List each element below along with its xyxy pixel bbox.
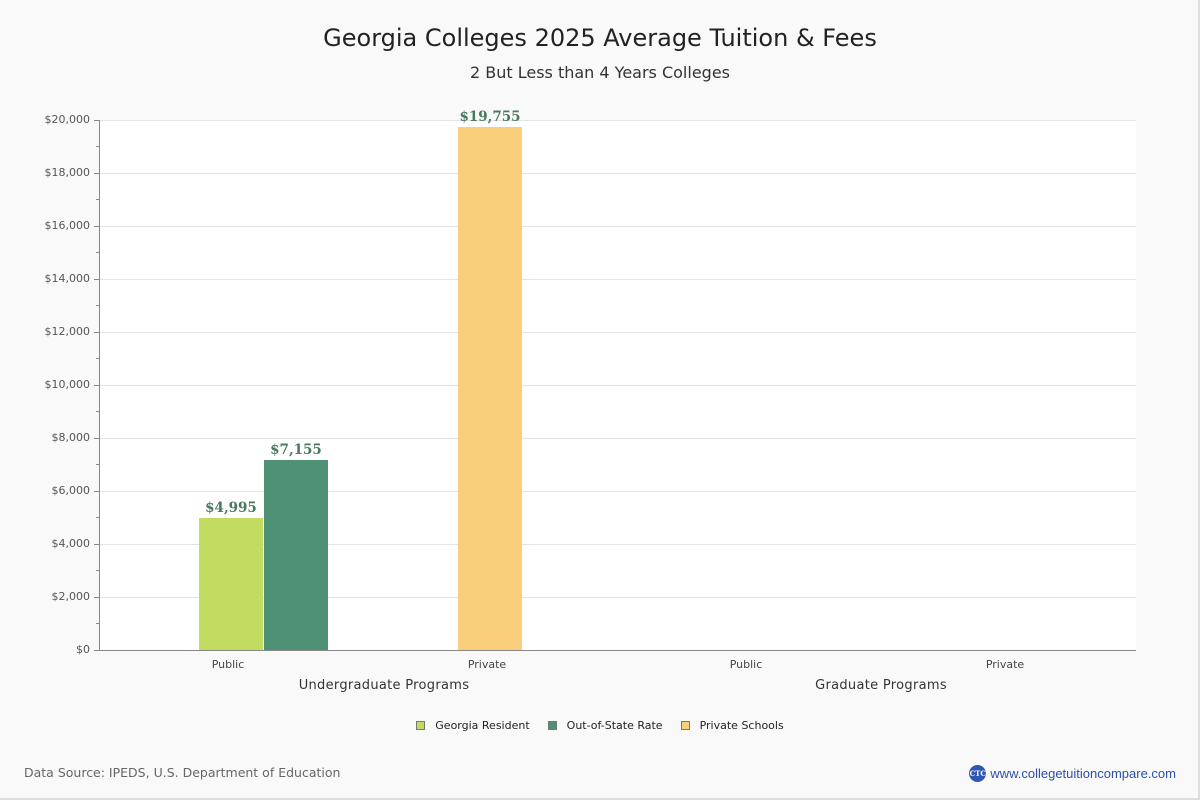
y-tick-minor <box>96 358 99 359</box>
y-tick <box>94 544 99 545</box>
gridline <box>100 438 1136 439</box>
brand-url: www.collegetuitioncompare.com <box>990 766 1176 781</box>
y-tick-minor <box>96 199 99 200</box>
y-tick-label: $6,000 <box>51 484 91 497</box>
legend-item-private-schools[interactable]: Private Schools <box>680 719 784 732</box>
gridline <box>100 385 1136 386</box>
bar-ug-private[interactable] <box>458 127 522 650</box>
legend: Georgia Resident Out-of-State Rate Priva… <box>0 719 1200 732</box>
y-tick <box>94 173 99 174</box>
y-tick <box>94 120 99 121</box>
gridline <box>100 226 1136 227</box>
y-tick-minor <box>96 517 99 518</box>
y-tick-label: $2,000 <box>51 590 91 603</box>
y-tick-label: $18,000 <box>44 166 91 179</box>
legend-swatch-icon <box>547 721 557 730</box>
bar-ug-public-outofstate[interactable] <box>264 460 328 650</box>
y-tick-label: $0 <box>76 643 90 656</box>
legend-label: Out-of-State Rate <box>566 719 663 732</box>
x-axis-line <box>99 650 1136 651</box>
chart-subtitle: 2 But Less than 4 Years Colleges <box>469 63 730 82</box>
y-tick-minor <box>96 623 99 624</box>
legend-item-georgia-resident[interactable]: Georgia Resident <box>416 719 530 732</box>
bar-value-label: $19,755 <box>459 109 521 125</box>
legend-swatch-icon <box>680 721 690 730</box>
data-source-note: Data Source: IPEDS, U.S. Department of E… <box>24 765 341 780</box>
y-tick-label: $20,000 <box>44 113 91 126</box>
ctc-logo-icon: CTC <box>969 765 987 782</box>
gridline <box>100 120 1136 121</box>
legend-label: Private Schools <box>699 719 784 732</box>
gridline <box>100 173 1136 174</box>
gridline <box>100 544 1136 545</box>
y-tick-label: $8,000 <box>51 431 91 444</box>
bar-value-label: $4,995 <box>205 500 257 516</box>
y-tick <box>94 438 99 439</box>
x-category-label: Private <box>467 658 507 671</box>
gridline <box>100 491 1136 492</box>
x-group-label-graduate: Graduate Programs <box>815 678 947 693</box>
x-category-label: Public <box>729 658 763 671</box>
y-tick-label: $16,000 <box>44 219 91 232</box>
y-tick <box>94 226 99 227</box>
y-tick <box>94 650 99 651</box>
y-tick <box>94 279 99 280</box>
x-group-label-undergraduate: Undergraduate Programs <box>298 678 470 693</box>
y-tick <box>94 597 99 598</box>
bar-value-label: $7,155 <box>270 442 322 458</box>
y-tick-minor <box>96 464 99 465</box>
legend-item-out-of-state[interactable]: Out-of-State Rate <box>547 719 663 732</box>
brand-link[interactable]: CTC www.collegetuitioncompare.com <box>969 765 1176 782</box>
gridline <box>100 597 1136 598</box>
x-category-label: Private <box>985 658 1025 671</box>
y-tick-minor <box>96 411 99 412</box>
y-tick <box>94 491 99 492</box>
chart-title: Georgia Colleges 2025 Average Tuition & … <box>323 24 877 52</box>
bar-ug-public-resident[interactable] <box>199 518 263 650</box>
gridline <box>100 279 1136 280</box>
y-tick-minor <box>96 252 99 253</box>
y-tick-minor <box>96 305 99 306</box>
legend-swatch-icon <box>416 721 426 730</box>
y-tick-label: $14,000 <box>44 272 91 285</box>
y-tick <box>94 332 99 333</box>
gridline <box>100 332 1136 333</box>
x-category-label: Public <box>211 658 245 671</box>
y-tick-label: $12,000 <box>44 325 91 338</box>
y-tick-minor <box>96 146 99 147</box>
y-axis-line <box>99 120 100 651</box>
y-tick <box>94 385 99 386</box>
y-tick-label: $4,000 <box>51 537 91 550</box>
y-tick-minor <box>96 570 99 571</box>
legend-label: Georgia Resident <box>435 719 530 732</box>
y-tick-label: $10,000 <box>44 378 91 391</box>
